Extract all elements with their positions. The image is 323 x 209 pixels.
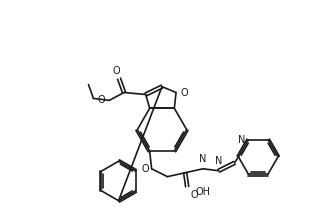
Text: N: N — [199, 154, 207, 164]
Text: O: O — [98, 95, 105, 105]
Text: O: O — [112, 66, 120, 76]
Text: N: N — [238, 135, 245, 145]
Text: O: O — [180, 88, 188, 98]
Text: OH: OH — [195, 187, 211, 196]
Text: O: O — [190, 190, 198, 200]
Text: N: N — [215, 156, 223, 166]
Text: O: O — [142, 164, 150, 174]
